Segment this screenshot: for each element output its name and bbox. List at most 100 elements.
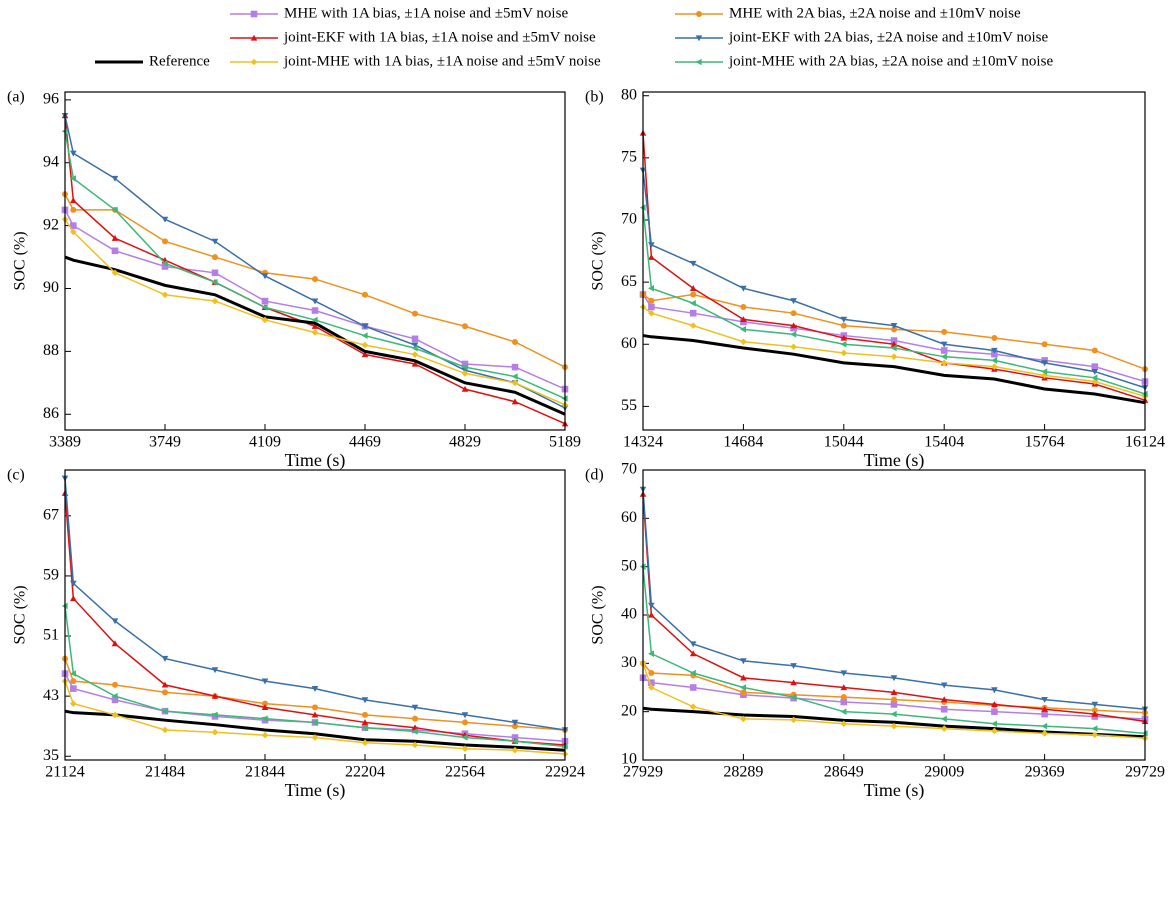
marker bbox=[1041, 710, 1048, 718]
marker bbox=[250, 34, 258, 41]
marker bbox=[1091, 725, 1098, 732]
x-axis-label: Time (s) bbox=[285, 780, 346, 801]
marker bbox=[991, 357, 998, 364]
series-line bbox=[642, 306, 1146, 398]
marker bbox=[840, 708, 847, 715]
marker bbox=[689, 703, 697, 711]
marker bbox=[461, 385, 469, 392]
y-tick-label: 92 bbox=[43, 216, 59, 233]
y-tick-label: 60 bbox=[621, 335, 637, 352]
marker bbox=[648, 253, 655, 260]
legend-label: MHE with 1A bias, ±1A noise and ±5mV noi… bbox=[284, 5, 568, 21]
series-line bbox=[64, 478, 566, 731]
marker bbox=[940, 725, 948, 732]
marker bbox=[840, 670, 848, 677]
marker bbox=[211, 667, 219, 674]
x-tick-label: 28289 bbox=[723, 764, 763, 781]
series-line bbox=[642, 663, 1146, 739]
marker bbox=[689, 669, 696, 677]
series-line bbox=[642, 566, 1146, 735]
marker bbox=[70, 678, 77, 685]
marker bbox=[511, 398, 519, 405]
x-tick-label: 15404 bbox=[924, 434, 964, 451]
marker bbox=[940, 682, 948, 689]
marker bbox=[648, 285, 655, 292]
marker bbox=[1091, 707, 1098, 714]
x-tick-label: 22924 bbox=[545, 764, 585, 781]
x-tick-label: 5189 bbox=[549, 434, 581, 451]
marker bbox=[361, 341, 369, 349]
marker bbox=[70, 197, 77, 204]
marker bbox=[111, 206, 118, 214]
marker bbox=[250, 10, 258, 18]
marker bbox=[991, 720, 998, 728]
marker bbox=[111, 175, 119, 182]
marker bbox=[648, 650, 655, 657]
marker bbox=[70, 175, 76, 182]
marker bbox=[311, 316, 318, 324]
marker bbox=[740, 684, 747, 691]
marker bbox=[648, 297, 655, 304]
y-tick-label: 65 bbox=[621, 273, 637, 290]
marker bbox=[891, 326, 897, 333]
marker bbox=[161, 655, 169, 662]
y-tick-label: 70 bbox=[621, 461, 637, 478]
series-line bbox=[64, 255, 566, 416]
marker bbox=[162, 238, 168, 245]
marker bbox=[790, 331, 797, 338]
marker bbox=[991, 727, 998, 735]
marker bbox=[689, 322, 697, 329]
marker bbox=[689, 260, 697, 267]
marker bbox=[411, 704, 419, 711]
marker bbox=[161, 291, 169, 299]
x-axis-label: Time (s) bbox=[864, 450, 925, 471]
marker bbox=[211, 297, 219, 305]
marker bbox=[361, 724, 368, 731]
y-tick-label: 90 bbox=[43, 279, 59, 296]
marker bbox=[111, 692, 118, 700]
marker bbox=[311, 307, 319, 314]
marker bbox=[790, 679, 797, 686]
marker bbox=[941, 328, 948, 335]
series-line bbox=[642, 494, 1146, 723]
series-line bbox=[642, 170, 1146, 389]
marker bbox=[361, 739, 369, 747]
marker bbox=[111, 269, 119, 277]
marker bbox=[511, 379, 519, 387]
marker bbox=[70, 228, 77, 236]
marker bbox=[648, 684, 655, 691]
marker bbox=[312, 276, 318, 283]
panel-label: (a) bbox=[7, 89, 25, 106]
x-tick-label: 3389 bbox=[49, 434, 81, 451]
marker bbox=[261, 304, 268, 311]
y-axis-label: SOC (%) bbox=[12, 585, 29, 644]
marker bbox=[361, 332, 368, 339]
series-line bbox=[64, 605, 566, 748]
marker bbox=[511, 373, 518, 380]
series-line bbox=[642, 706, 1146, 739]
marker bbox=[840, 694, 847, 701]
marker bbox=[161, 216, 169, 223]
marker bbox=[362, 291, 368, 298]
marker bbox=[890, 344, 897, 352]
series-line bbox=[64, 115, 566, 425]
marker bbox=[461, 745, 469, 753]
marker bbox=[462, 323, 468, 330]
marker bbox=[695, 35, 703, 42]
marker bbox=[1041, 705, 1048, 712]
y-axis-label: SOC (%) bbox=[590, 585, 607, 644]
marker bbox=[790, 343, 797, 351]
marker bbox=[70, 222, 77, 229]
y-tick-label: 10 bbox=[621, 751, 637, 768]
marker bbox=[211, 278, 218, 286]
marker bbox=[940, 696, 948, 703]
marker bbox=[648, 670, 655, 676]
marker bbox=[840, 340, 847, 348]
marker bbox=[262, 700, 268, 707]
marker bbox=[261, 297, 269, 305]
marker bbox=[361, 697, 369, 704]
marker bbox=[890, 701, 898, 708]
x-tick-label: 29009 bbox=[924, 764, 964, 781]
marker bbox=[211, 238, 219, 245]
marker bbox=[162, 689, 168, 696]
